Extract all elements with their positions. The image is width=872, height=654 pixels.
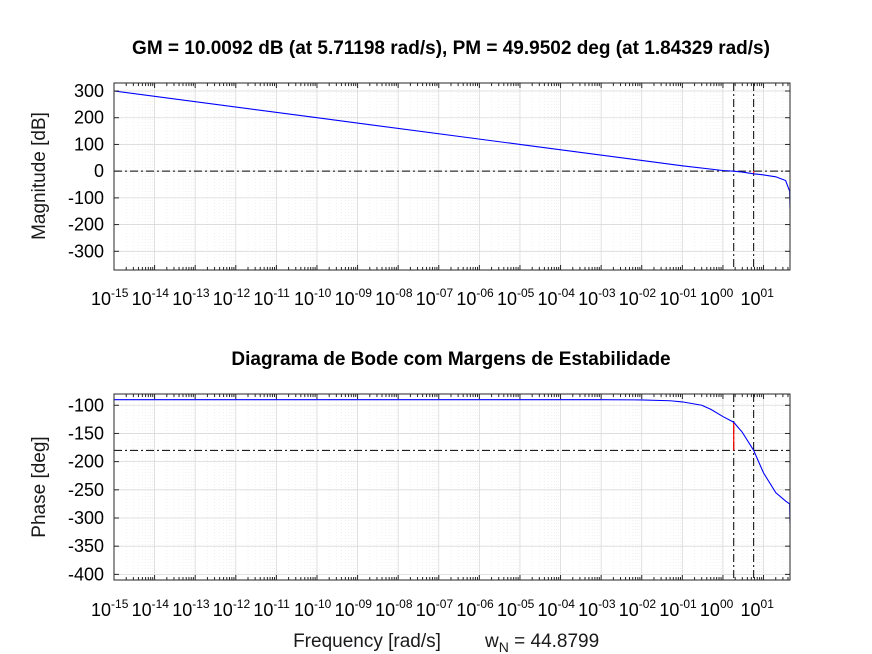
x-tick-label: 10-07 [416, 597, 454, 620]
y-tick-label: -400 [68, 564, 104, 584]
frequency-xlabel: Frequency [rad/s] [293, 631, 441, 652]
x-tick-label: 10-04 [538, 597, 576, 620]
x-tick-label: 10-05 [497, 286, 535, 309]
x-tick-label: 10-09 [335, 597, 373, 620]
y-tick-label: 200 [74, 108, 104, 128]
x-tick-label: 10-07 [416, 286, 454, 309]
series-line [113, 90, 791, 209]
x-tick-label: 10-14 [132, 597, 170, 620]
y-tick-label: 0 [94, 161, 104, 181]
x-tick-label: 10-13 [172, 597, 210, 620]
y-tick-label: -200 [68, 215, 104, 235]
magnitude-title: GM = 10.0092 dB (at 5.71198 rad/s), PM =… [132, 38, 770, 59]
x-tick-label: 10-01 [659, 286, 697, 309]
x-tick-label: 10-02 [619, 286, 657, 309]
x-tick-label: 10-08 [375, 597, 413, 620]
y-tick-label: 100 [74, 134, 104, 154]
x-tick-label: 1000 [700, 597, 734, 620]
phase-ylabel: Phase [deg] [29, 436, 50, 537]
nyquist-frequency-label: wN = 44.8799 [484, 631, 599, 654]
x-tick-label: 10-13 [172, 286, 210, 309]
x-tick-label: 10-15 [91, 597, 129, 620]
y-tick-label: 300 [74, 81, 104, 101]
x-tick-label: 10-14 [132, 286, 170, 309]
x-tick-label: 10-09 [335, 286, 373, 309]
wn-symbol: w [484, 631, 499, 652]
x-tick-label: 10-01 [659, 597, 697, 620]
x-tick-label: 10-03 [578, 597, 616, 620]
x-tick-label: 10-12 [213, 597, 251, 620]
x-tick-label: 1001 [741, 597, 775, 620]
x-tick-label: 10-02 [619, 597, 657, 620]
axes-frame [113, 393, 791, 581]
axes-frame [113, 82, 791, 271]
y-tick-label: -300 [68, 508, 104, 528]
x-tick-label: 10-10 [294, 286, 332, 309]
y-tick-label: -350 [68, 536, 104, 556]
series-line [114, 399, 791, 524]
x-tick-label: 10-10 [294, 597, 332, 620]
x-tick-label: 10-03 [578, 286, 616, 309]
y-tick-label: -300 [68, 241, 104, 261]
x-tick-label: 10-15 [91, 286, 129, 309]
x-tick-label: 10-05 [497, 597, 535, 620]
x-tick-label: 1000 [700, 286, 734, 309]
wn-subscript: N [499, 639, 509, 654]
x-tick-label: 1001 [741, 286, 775, 309]
magnitude-ylabel: Magnitude [dB] [29, 112, 50, 240]
x-tick-label: 10-08 [375, 286, 413, 309]
y-tick-label: -200 [68, 452, 104, 472]
x-tick-label: 10-11 [253, 597, 290, 620]
x-tick-label: 10-06 [456, 286, 494, 309]
x-tick-label: 10-11 [253, 286, 290, 309]
x-tick-label: 10-04 [538, 286, 576, 309]
y-tick-label: -100 [68, 188, 104, 208]
phase-title: Diagrama de Bode com Margens de Estabili… [231, 349, 670, 370]
y-tick-label: -100 [68, 395, 104, 415]
wn-value: = 44.8799 [509, 631, 599, 652]
x-tick-label: 10-12 [213, 286, 251, 309]
y-tick-label: -250 [68, 480, 104, 500]
y-tick-label: -150 [68, 423, 104, 443]
x-tick-label: 10-06 [456, 597, 494, 620]
